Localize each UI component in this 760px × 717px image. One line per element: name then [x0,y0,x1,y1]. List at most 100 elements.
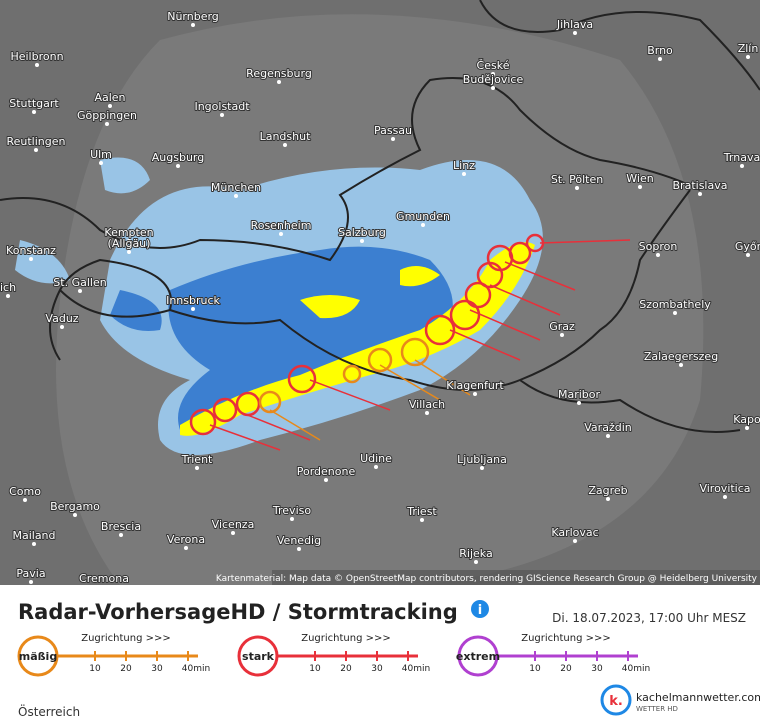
city-label: Varaždin [584,421,631,434]
city-label: Gmunden [396,210,450,223]
city-label: Virovitica [699,482,750,495]
city-label: Klagenfurt [446,379,504,392]
city-dot [29,257,33,261]
city-dot [78,289,82,293]
brand: kachelmannwetter.com [636,691,760,704]
city-dot [99,161,103,165]
city-dot [191,307,195,311]
title: Radar-VorhersageHD / Stormtracking [18,600,458,624]
city-label: Ulm [90,148,112,161]
city-label: Treviso [272,504,311,517]
city-label: Heilbronn [10,50,63,63]
city-dot [658,57,662,61]
legend-tick-label: 30 [371,664,383,674]
city-label: Trnava [723,151,760,164]
legend-tick-label: 20 [560,664,572,674]
city-dot [575,186,579,190]
legend-tick-label: 40min [622,664,650,674]
city-label: Stuttgart [9,97,59,110]
city-label: Landshut [260,130,311,143]
city-label: Szombathely [639,298,711,311]
city-label: Jihlava [556,18,593,31]
city-dot [324,478,328,482]
city-dot [32,542,36,546]
city-label: Innsbruck [166,294,220,307]
city-label: Udine [360,452,392,465]
city-dot [638,185,642,189]
city-label: Rijeka [459,547,492,560]
city-label: Ingolstadt [194,100,250,113]
city-dot [745,426,749,430]
city-dot [60,325,64,329]
legend-direction: Zugrichtung >>> [81,633,171,644]
city-dot [473,392,477,396]
date: Di. 18.07.2023, 17:00 Uhr MESZ [552,611,746,625]
city-label: Graz [549,320,575,333]
city-dot [606,497,610,501]
legend-level: stark [242,650,275,663]
city-label: Zagreb [588,484,627,497]
legend-circle [237,635,279,677]
city-dot [6,294,10,298]
city-dot [279,232,283,236]
city-dot [231,531,235,535]
city-label: Triest [406,505,437,518]
legend-tick-label: 20 [340,664,352,674]
legend-tick-label: 10 [89,664,101,674]
city-dot [184,546,188,550]
city-dot [119,533,123,537]
map: NürnbergJihlavaHeilbronnRegensburgČeskéB… [0,0,760,589]
svg-text:i: i [478,603,482,618]
city-label: Regensburg [246,67,312,80]
city-dot [606,434,610,438]
legend-level: extrem [456,650,500,663]
city-dot [220,113,224,117]
legend-circle [457,635,499,677]
city-dot [29,580,33,584]
city-dot [480,466,484,470]
city-dot [573,539,577,543]
city-label: Reutlingen [6,135,65,148]
city-dot [374,465,378,469]
city-label: Vicenza [212,518,255,531]
city-dot [290,517,294,521]
brand-sub: WETTER HD [636,705,678,713]
region: Österreich [18,703,80,717]
city-dot [577,401,581,405]
city-label: Como [9,485,41,498]
city-dot [491,72,495,76]
city-label: Verona [167,533,205,546]
city-dot [32,110,36,114]
city-dot [698,192,702,196]
city-dot [560,333,564,337]
city-labels: NürnbergJihlavaHeilbronnRegensburgČeskéB… [0,9,760,589]
city-dot [102,585,106,589]
city-label: Wien [626,172,653,185]
city-dot [283,143,287,147]
city-label: Bergamo [50,500,100,513]
city-label: Bratislava [673,179,728,192]
city-label: Konstanz [6,244,56,257]
city-label: Trient [181,453,213,466]
city-dot [421,223,425,227]
legend-circle [17,635,59,677]
legend-level: mäßig [19,650,57,663]
legend-tick-label: 10 [529,664,541,674]
city-label: Linz [453,159,475,172]
city-dot [195,466,199,470]
city-label: Passau [374,124,412,137]
city-label: St. Gallen [53,276,106,289]
legend-tick-label: 30 [591,664,603,674]
city-dot [360,239,364,243]
city-label: St. Pölten [551,173,603,186]
city-dot [746,253,750,257]
city-dot [34,148,38,152]
city-dot [746,55,750,59]
city-label: Pordenone [297,465,356,478]
city-label: (Allgäu) [108,237,151,250]
city-label: Ljubljana [457,453,507,466]
city-label: ich [0,281,16,294]
city-dot [391,137,395,141]
city-label: Göppingen [77,109,137,122]
